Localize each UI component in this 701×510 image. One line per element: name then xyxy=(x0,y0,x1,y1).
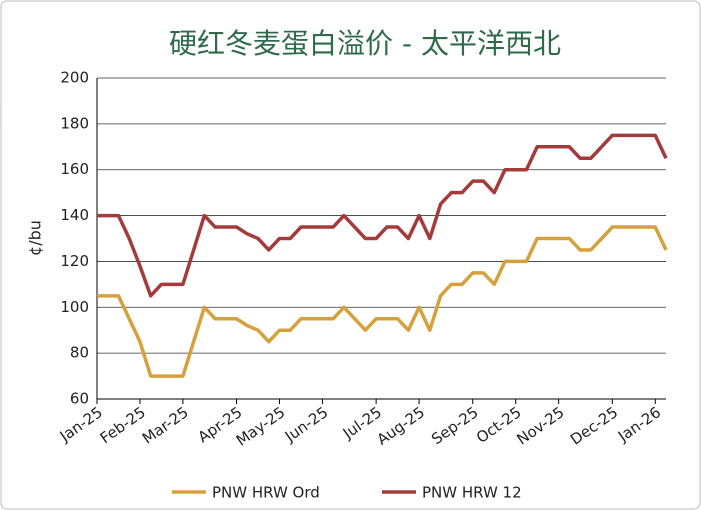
y-tick-label: 140 xyxy=(60,206,89,224)
y-tick-label: 200 xyxy=(60,69,89,87)
y-tick-label: 100 xyxy=(60,298,89,316)
y-tick-label: 80 xyxy=(70,344,89,362)
y-tick-label: 60 xyxy=(70,390,89,408)
legend-label: PNW HRW 12 xyxy=(422,484,522,502)
line-series xyxy=(97,133,668,298)
y-tick-label: 120 xyxy=(60,252,89,270)
chart-title: 硬红冬麦蛋白溢价 - 太平洋西北 xyxy=(169,27,561,60)
y-tick-label: 160 xyxy=(60,160,89,178)
line-series xyxy=(97,225,668,378)
legend-label: PNW HRW Ord xyxy=(212,484,320,502)
y-tick-label: 180 xyxy=(60,114,89,132)
y-axis-label: ¢/bu xyxy=(26,220,45,256)
